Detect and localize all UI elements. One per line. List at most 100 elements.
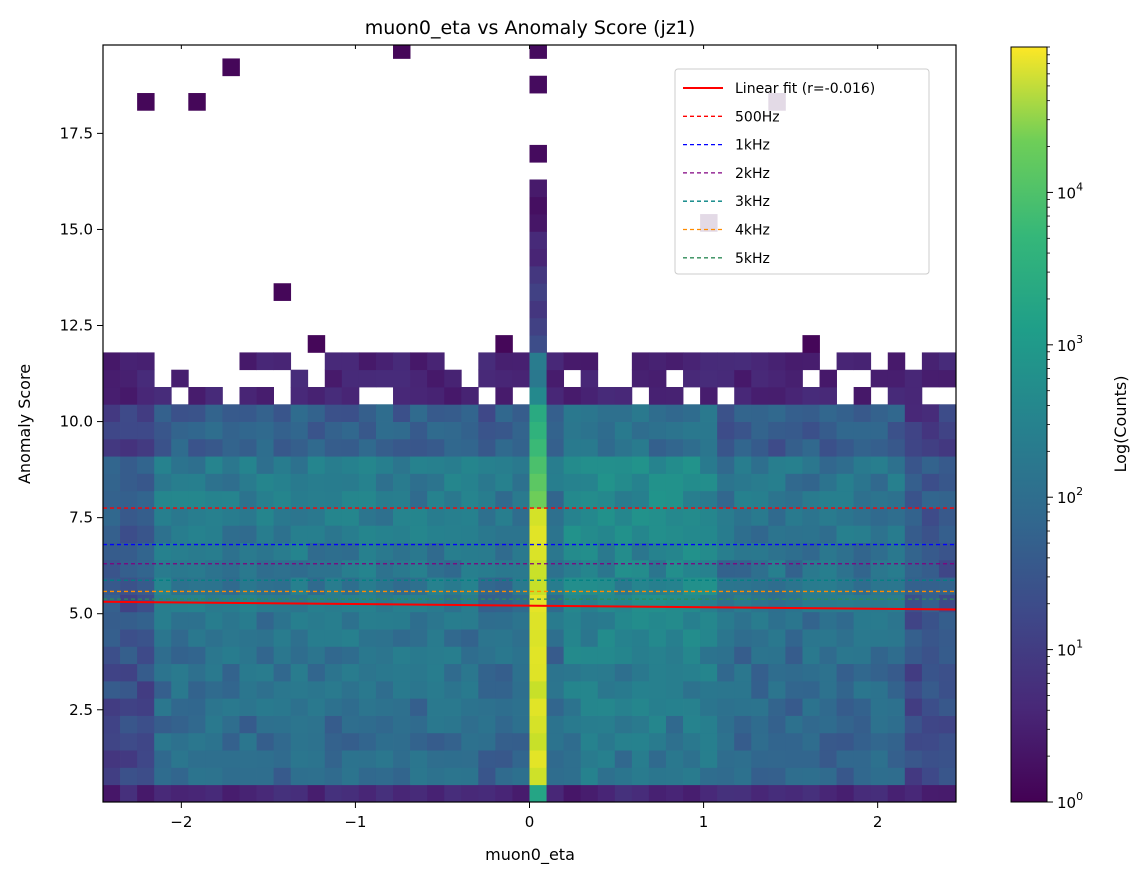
heatmap-cell — [393, 663, 411, 682]
heatmap-cell — [819, 456, 837, 474]
heatmap-cell — [273, 404, 292, 422]
heatmap-cell — [341, 438, 360, 457]
heatmap-cell — [358, 663, 377, 682]
heatmap-cell — [239, 767, 257, 786]
heatmap-cell — [717, 369, 735, 388]
heatmap-cell — [887, 369, 906, 388]
heatmap-cell — [358, 404, 377, 422]
heatmap-cell — [324, 525, 343, 544]
heatmap-cell — [120, 352, 138, 371]
heatmap-cell — [563, 421, 582, 440]
heatmap-cell — [103, 750, 121, 768]
heatmap-cell — [495, 525, 513, 544]
heatmap-cell — [461, 542, 479, 561]
heatmap-cell — [734, 646, 752, 665]
heatmap-cell — [512, 784, 530, 803]
heatmap-cell — [341, 750, 360, 768]
heatmap-cell — [768, 438, 786, 457]
heatmap-cell — [836, 473, 855, 492]
heatmap-cell — [188, 784, 206, 803]
heatmap-cell — [597, 456, 616, 474]
heatmap-cell — [461, 646, 479, 665]
heatmap-cell — [529, 300, 547, 319]
heatmap-cell — [683, 473, 701, 492]
heatmap-cell — [665, 646, 684, 665]
heatmap-cell — [614, 559, 633, 578]
heatmap-cell — [529, 473, 547, 492]
heatmap-cell — [631, 490, 650, 509]
heatmap-cell — [324, 784, 343, 803]
heatmap-cell — [495, 473, 513, 492]
heatmap-cell — [700, 386, 718, 405]
heatmap-cell — [495, 335, 513, 353]
heatmap-cell — [751, 594, 769, 613]
heatmap-cell — [410, 611, 428, 630]
heatmap-cell — [648, 767, 667, 786]
heatmap-cell — [853, 767, 872, 786]
heatmap-cell — [393, 352, 411, 371]
heatmap-cell — [103, 594, 121, 613]
heatmap-cell — [137, 473, 155, 492]
heatmap-cell — [665, 508, 684, 526]
heatmap-cell — [785, 421, 803, 440]
heatmap-cell — [665, 525, 684, 544]
heatmap-cell — [870, 473, 889, 492]
y-tick-label: 2.5 — [69, 701, 93, 719]
legend-label: 5kHz — [735, 251, 770, 267]
heatmap-cell — [529, 317, 547, 336]
heatmap-cell — [529, 698, 547, 716]
heatmap-cell — [120, 629, 138, 647]
heatmap-cell — [597, 525, 616, 544]
heatmap-cell — [683, 680, 701, 699]
fit-line — [102, 600, 957, 611]
heatmap-cell — [324, 438, 343, 457]
heatmap-cell — [188, 646, 206, 665]
heatmap-cell — [631, 680, 650, 699]
heatmap-cell — [239, 421, 257, 440]
heatmap-cell — [324, 663, 343, 682]
heatmap-cell — [307, 404, 326, 422]
heatmap-cell — [648, 698, 667, 716]
heatmap-cell — [904, 750, 923, 768]
heatmap-cell — [751, 438, 769, 457]
heatmap-cell — [580, 611, 599, 630]
heatmap-cell — [717, 767, 735, 786]
heatmap-cell — [819, 525, 837, 544]
heatmap-cell — [478, 525, 496, 544]
heatmap-cell — [887, 698, 906, 716]
heatmap-cell — [768, 646, 786, 665]
heatmap-cell — [665, 698, 684, 716]
heatmap-cell — [273, 750, 292, 768]
heatmap-cell — [631, 542, 650, 561]
heatmap-cell — [870, 559, 889, 578]
heatmap-cell — [461, 594, 479, 613]
heatmap-cell — [478, 611, 496, 630]
heatmap-cell — [683, 438, 701, 457]
heatmap-cell — [273, 629, 292, 647]
heatmap-cell — [785, 508, 803, 526]
heatmap-cell — [563, 542, 582, 561]
heatmap-cell — [512, 508, 530, 526]
heatmap-cell — [529, 45, 547, 59]
heatmap-cell — [734, 680, 752, 699]
heatmap-cell — [239, 680, 257, 699]
heatmap-cell — [427, 559, 445, 578]
heatmap-cell — [307, 542, 326, 561]
heatmap-cell — [273, 542, 292, 561]
heatmap-cell — [631, 715, 650, 734]
heatmap-cell — [751, 525, 769, 544]
heatmap-cell — [529, 784, 547, 803]
heatmap-cell — [256, 750, 274, 768]
heatmap-cell — [580, 473, 599, 492]
heatmap-cell — [205, 767, 223, 786]
heatmap-cell — [154, 680, 172, 699]
heatmap-cell — [819, 594, 837, 613]
heatmap-cell — [631, 594, 650, 613]
heatmap-cell — [819, 663, 837, 682]
heatmap-cell — [239, 438, 257, 457]
heatmap-cell — [188, 559, 206, 578]
heatmap-cell — [512, 421, 530, 440]
heatmap-cell — [188, 525, 206, 544]
heatmap-cell — [597, 508, 616, 526]
heatmap-cell — [802, 663, 820, 682]
